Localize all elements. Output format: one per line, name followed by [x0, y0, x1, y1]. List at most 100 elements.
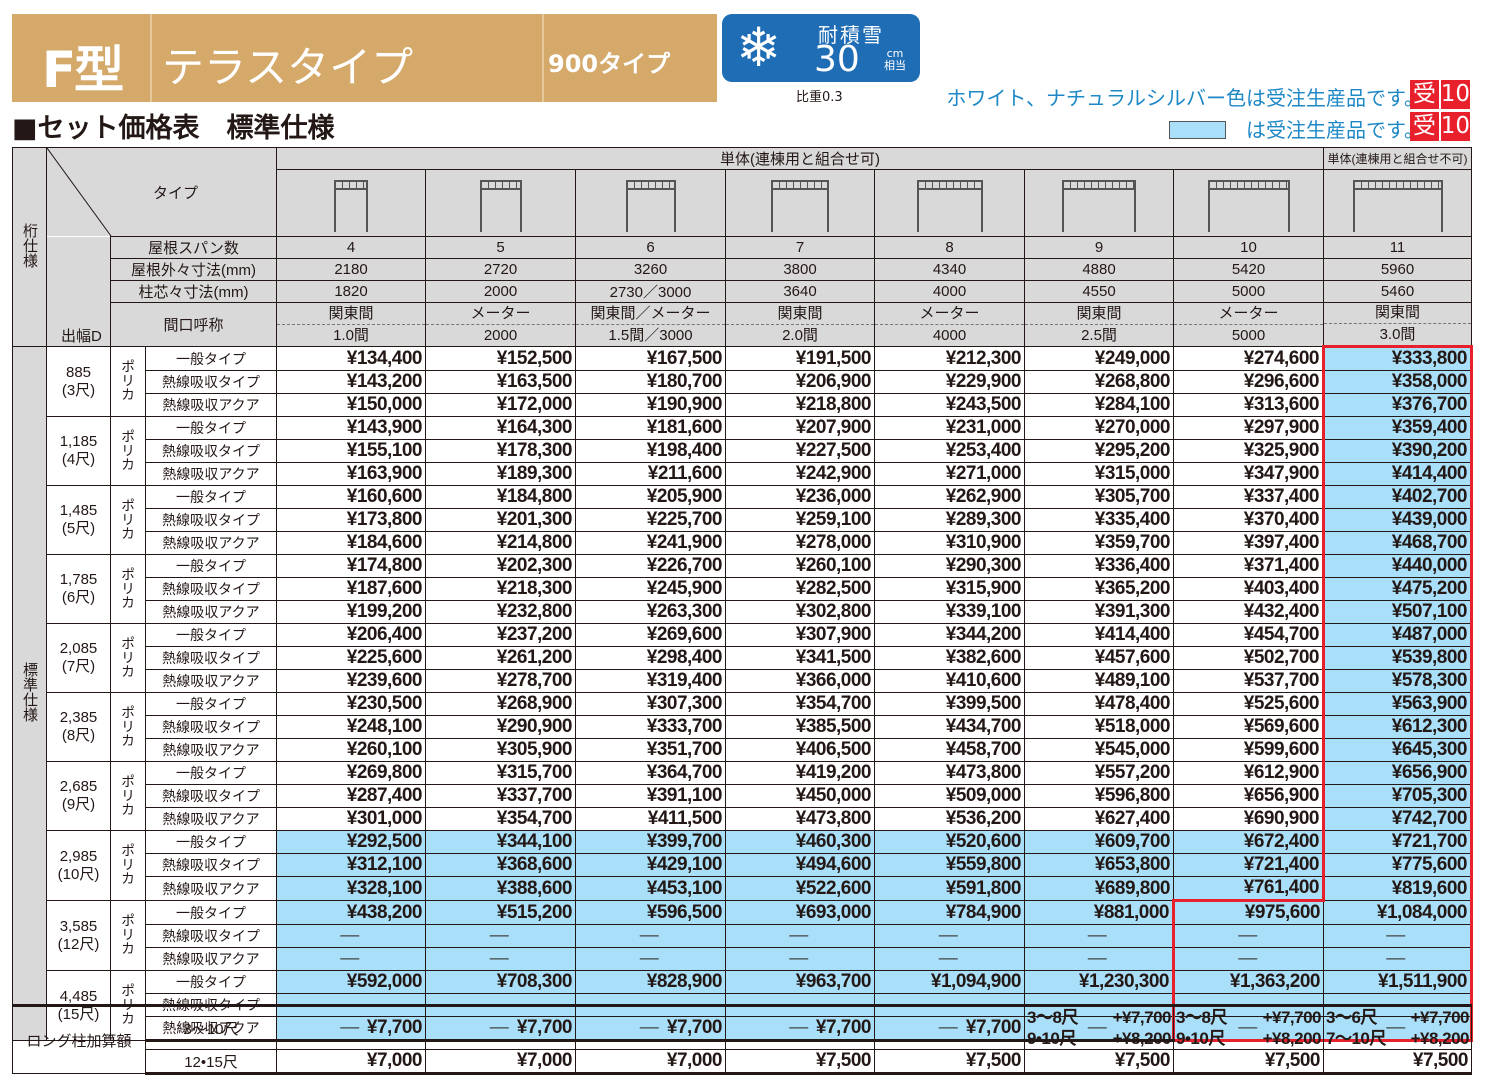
post-dim-value: 1820	[276, 280, 426, 303]
outer-dim-value: 2720	[425, 258, 576, 281]
frontage-value: 関東間 1.0間	[276, 302, 426, 347]
price-cell: ¥205,900	[575, 485, 726, 509]
type-label: タイプ	[152, 184, 198, 202]
divider	[150, 14, 152, 102]
price-cell: ¥627,400	[1024, 807, 1174, 831]
price-cell: ¥206,900	[725, 370, 875, 394]
price-cell: ¥174,800	[276, 554, 426, 578]
price-cell: ¥187,600	[276, 577, 426, 601]
price-cell: ¥473,800	[874, 761, 1025, 785]
price-cell: —	[1172, 924, 1324, 948]
terrace-frame-icon	[1026, 174, 1173, 232]
price-cell: ¥333,700	[575, 715, 726, 739]
price-cell: —	[1323, 924, 1473, 948]
span-count-header: 屋根スパン数	[110, 236, 277, 259]
material-label: ポリカ	[110, 830, 146, 901]
price-cell: ¥775,600	[1322, 853, 1473, 877]
price-cell: ¥390,200	[1322, 439, 1473, 463]
price-cell: ¥262,900	[874, 485, 1025, 509]
roof-type-label: 熱線吸収タイプ	[145, 715, 277, 739]
table-row: 2,385 (8尺) ポリカ 一般タイプ ¥230,500 ¥268,900 ¥307,30…	[13, 692, 1473, 762]
order-badge: 受 10	[1410, 112, 1470, 141]
price-cell: ¥612,300	[1322, 715, 1473, 739]
price-cell: ¥761,400	[1173, 876, 1324, 902]
depth-label: 885 (3尺)	[46, 346, 111, 417]
outer-dim-value: 5960	[1323, 258, 1472, 281]
section-title: ■セット価格表 標準仕様	[12, 113, 335, 144]
price-cell: ¥453,100	[575, 876, 726, 901]
price-cell: ¥231,000	[874, 416, 1025, 440]
roof-type-label: 熱線吸収タイプ	[145, 853, 277, 877]
price-cell: ¥202,300	[425, 554, 576, 578]
price-cell: ¥310,900	[874, 531, 1025, 555]
price-cell: ¥419,200	[725, 761, 875, 785]
price-cell: ¥1,084,000	[1323, 900, 1473, 925]
price-cell: ¥489,100	[1024, 669, 1174, 693]
long-post-split-price: 3〜8尺 +¥7,700 9•10尺 +¥8,200	[1024, 1004, 1174, 1050]
roof-type-label: 熱線吸収タイプ	[145, 508, 277, 532]
price-cell: ¥268,800	[1024, 370, 1174, 394]
frame-diagram-cell	[1024, 169, 1174, 237]
price-cell: ¥399,500	[874, 692, 1025, 716]
order-badge: 受 10	[1410, 80, 1470, 109]
span-count-value: 8	[874, 236, 1025, 259]
price-cell: ¥207,900	[725, 416, 875, 440]
price-cell: ¥1,511,900	[1323, 970, 1473, 994]
price-cell: ¥261,200	[425, 646, 576, 670]
roof-type-label: 熱線吸収タイプ	[145, 439, 277, 463]
price-cell: ¥269,800	[276, 761, 426, 785]
price-cell: ¥290,900	[425, 715, 576, 739]
range-label: 3〜10尺	[145, 1004, 277, 1050]
price-cell: ¥298,400	[575, 646, 726, 670]
price-cell: ¥520,600	[874, 830, 1025, 854]
price-cell: ¥468,700	[1322, 531, 1473, 555]
terrace-frame-icon	[1175, 174, 1323, 232]
price-cell: ¥557,200	[1024, 761, 1174, 785]
table-row: 熱線吸収アクア ¥199,200 ¥232,800 ¥263,300 ¥302,800 ¥…	[13, 600, 1473, 624]
price-cell: ¥391,300	[1024, 600, 1174, 624]
terrace-frame-icon	[1325, 174, 1471, 232]
price-cell: ¥454,700	[1173, 623, 1324, 647]
price-cell: ¥385,500	[725, 715, 875, 739]
price-cell: ¥351,700	[575, 738, 726, 762]
price-cell: ¥163,900	[276, 462, 426, 486]
price-cell: ¥198,400	[575, 439, 726, 463]
frontage-value: 関東間 2.5間	[1024, 302, 1174, 347]
price-cell: ¥260,100	[276, 738, 426, 762]
price-cell: ¥189,300	[425, 462, 576, 486]
terrace-frame-icon	[876, 174, 1024, 232]
price-cell: ¥525,600	[1173, 692, 1324, 716]
price-cell: ¥569,600	[1173, 715, 1324, 739]
price-cell: ¥173,800	[276, 508, 426, 532]
roof-type-label: 一般タイプ	[145, 346, 277, 371]
price-cell: ¥307,300	[575, 692, 726, 716]
price-cell: ¥359,700	[1024, 531, 1174, 555]
price-cell: ¥450,000	[725, 784, 875, 808]
roof-type-label: 一般タイプ	[145, 761, 277, 785]
outer-dim-value: 3800	[725, 258, 875, 281]
span-count-value: 9	[1024, 236, 1174, 259]
price-cell: ¥155,100	[276, 439, 426, 463]
roof-type-label: 一般タイプ	[145, 692, 277, 716]
price-cell: ¥260,100	[725, 554, 875, 578]
price-cell: ¥478,400	[1024, 692, 1174, 716]
price-cell: ¥368,600	[425, 853, 576, 877]
price-cell: ¥358,000	[1322, 370, 1473, 394]
roof-type-label: 熱線吸収タイプ	[145, 784, 277, 808]
table-row: 熱線吸収タイプ ¥287,400 ¥337,700 ¥391,100 ¥450,000 ¥…	[13, 784, 1473, 808]
price-cell: —	[1024, 924, 1174, 948]
outer-dim-value: 4880	[1024, 258, 1174, 281]
table-row: 熱線吸収アクア ¥239,600 ¥278,700 ¥319,400 ¥366,000 ¥…	[13, 669, 1473, 693]
price-cell: ¥591,800	[874, 876, 1025, 901]
span-count-value: 6	[575, 236, 726, 259]
price-cell: ¥218,300	[425, 577, 576, 601]
price-cell: ¥507,100	[1322, 600, 1473, 624]
price-cell: ¥397,400	[1173, 531, 1324, 555]
price-cell: ¥539,800	[1322, 646, 1473, 670]
price-cell: ¥239,600	[276, 669, 426, 693]
frontage-value: メーター 4000	[874, 302, 1025, 347]
roof-type-label: 熱線吸収アクア	[145, 807, 277, 831]
group-header-joinable: 単体(連棟用と組合せ可)	[276, 147, 1324, 170]
price-cell: ¥656,900	[1173, 784, 1324, 808]
price-cell: ¥502,700	[1173, 646, 1324, 670]
